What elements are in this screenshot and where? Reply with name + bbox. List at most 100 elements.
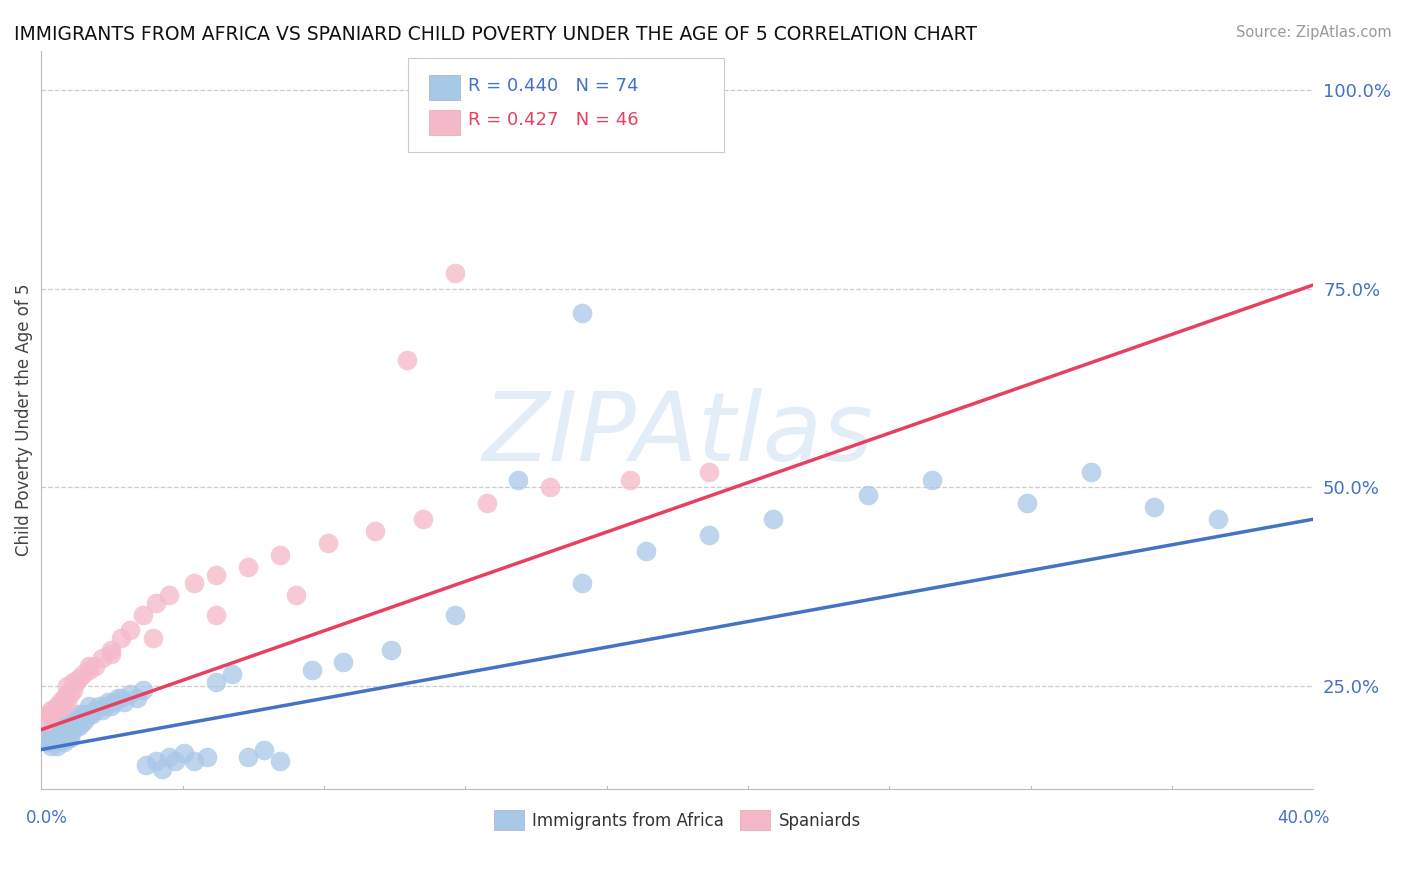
Point [145,596,167,610]
Point [205,567,228,582]
Point [120,687,142,701]
Point [46,698,69,713]
Legend: Immigrants from Africa, Spaniards: Immigrants from Africa, Spaniards [486,804,868,837]
Point [72,706,94,721]
Point [77,663,100,677]
Point [1206,512,1229,526]
Point [34,714,56,729]
Point [49,695,72,709]
Point [412,512,434,526]
Point [183,575,205,590]
Point [157,588,180,602]
Point [236,750,259,764]
Point [100,647,122,661]
Point [59,731,82,745]
Text: R = 0.440   N = 74: R = 0.440 N = 74 [468,77,638,95]
Point [69,706,91,721]
Point [52,734,75,748]
Point [84,659,107,673]
Point [39,731,62,745]
Point [97,695,120,709]
Point [49,731,72,745]
Point [921,473,943,487]
Point [46,703,69,717]
Point [112,695,135,709]
Point [100,643,122,657]
Point [1017,496,1039,510]
Point [142,632,165,646]
Point [183,755,205,769]
Point [205,675,228,690]
Point [59,719,82,733]
Point [110,690,132,705]
Point [163,755,186,769]
Point [380,643,402,657]
Point [443,607,465,622]
Point [301,663,323,677]
Text: IMMIGRANTS FROM AFRICA VS SPANIARD CHILD POVERTY UNDER THE AGE OF 5 CORRELATION : IMMIGRANTS FROM AFRICA VS SPANIARD CHILD… [14,25,977,44]
Point [87,698,110,713]
Point [42,723,65,737]
Text: 0.0%: 0.0% [25,809,67,827]
Point [94,698,117,713]
Point [46,719,69,733]
Point [65,719,87,733]
Point [90,703,112,717]
Point [132,607,155,622]
Point [443,266,465,280]
Point [37,734,59,748]
Point [1080,465,1102,479]
Point [34,731,56,745]
Point [125,690,148,705]
Point [205,607,228,622]
Point [523,99,546,113]
Point [269,755,291,769]
Point [55,731,77,745]
Point [107,690,129,705]
Point [538,480,561,494]
Point [77,706,100,721]
Point [49,698,72,713]
Point [697,528,720,542]
Point [37,706,59,721]
Point [69,719,91,733]
Point [62,682,84,697]
Point [55,695,77,709]
Point [62,723,84,737]
Point [39,739,62,753]
Point [84,703,107,717]
Point [52,690,75,705]
Point [65,675,87,690]
Point [221,667,243,681]
Point [55,687,77,701]
Point [72,714,94,729]
Point [65,711,87,725]
Point [571,306,593,320]
Point [332,655,354,669]
Point [475,496,498,510]
Point [72,667,94,681]
Point [59,687,82,701]
Point [1143,500,1166,515]
Point [42,734,65,748]
Point [253,742,276,756]
Point [634,544,657,558]
Text: ZIPAtlas: ZIPAtlas [482,388,873,481]
Point [52,714,75,729]
Y-axis label: Child Poverty Under the Age of 5: Child Poverty Under the Age of 5 [15,284,32,557]
Point [82,706,104,721]
Point [49,719,72,733]
Point [284,588,307,602]
Point [39,703,62,717]
Point [90,651,112,665]
Point [62,675,84,690]
Point [316,536,339,550]
Point [77,698,100,713]
Point [195,750,218,764]
Point [75,711,97,725]
Point [173,747,195,761]
Point [49,726,72,740]
Point [46,731,69,745]
Text: Source: ZipAtlas.com: Source: ZipAtlas.com [1236,25,1392,40]
Point [100,698,122,713]
